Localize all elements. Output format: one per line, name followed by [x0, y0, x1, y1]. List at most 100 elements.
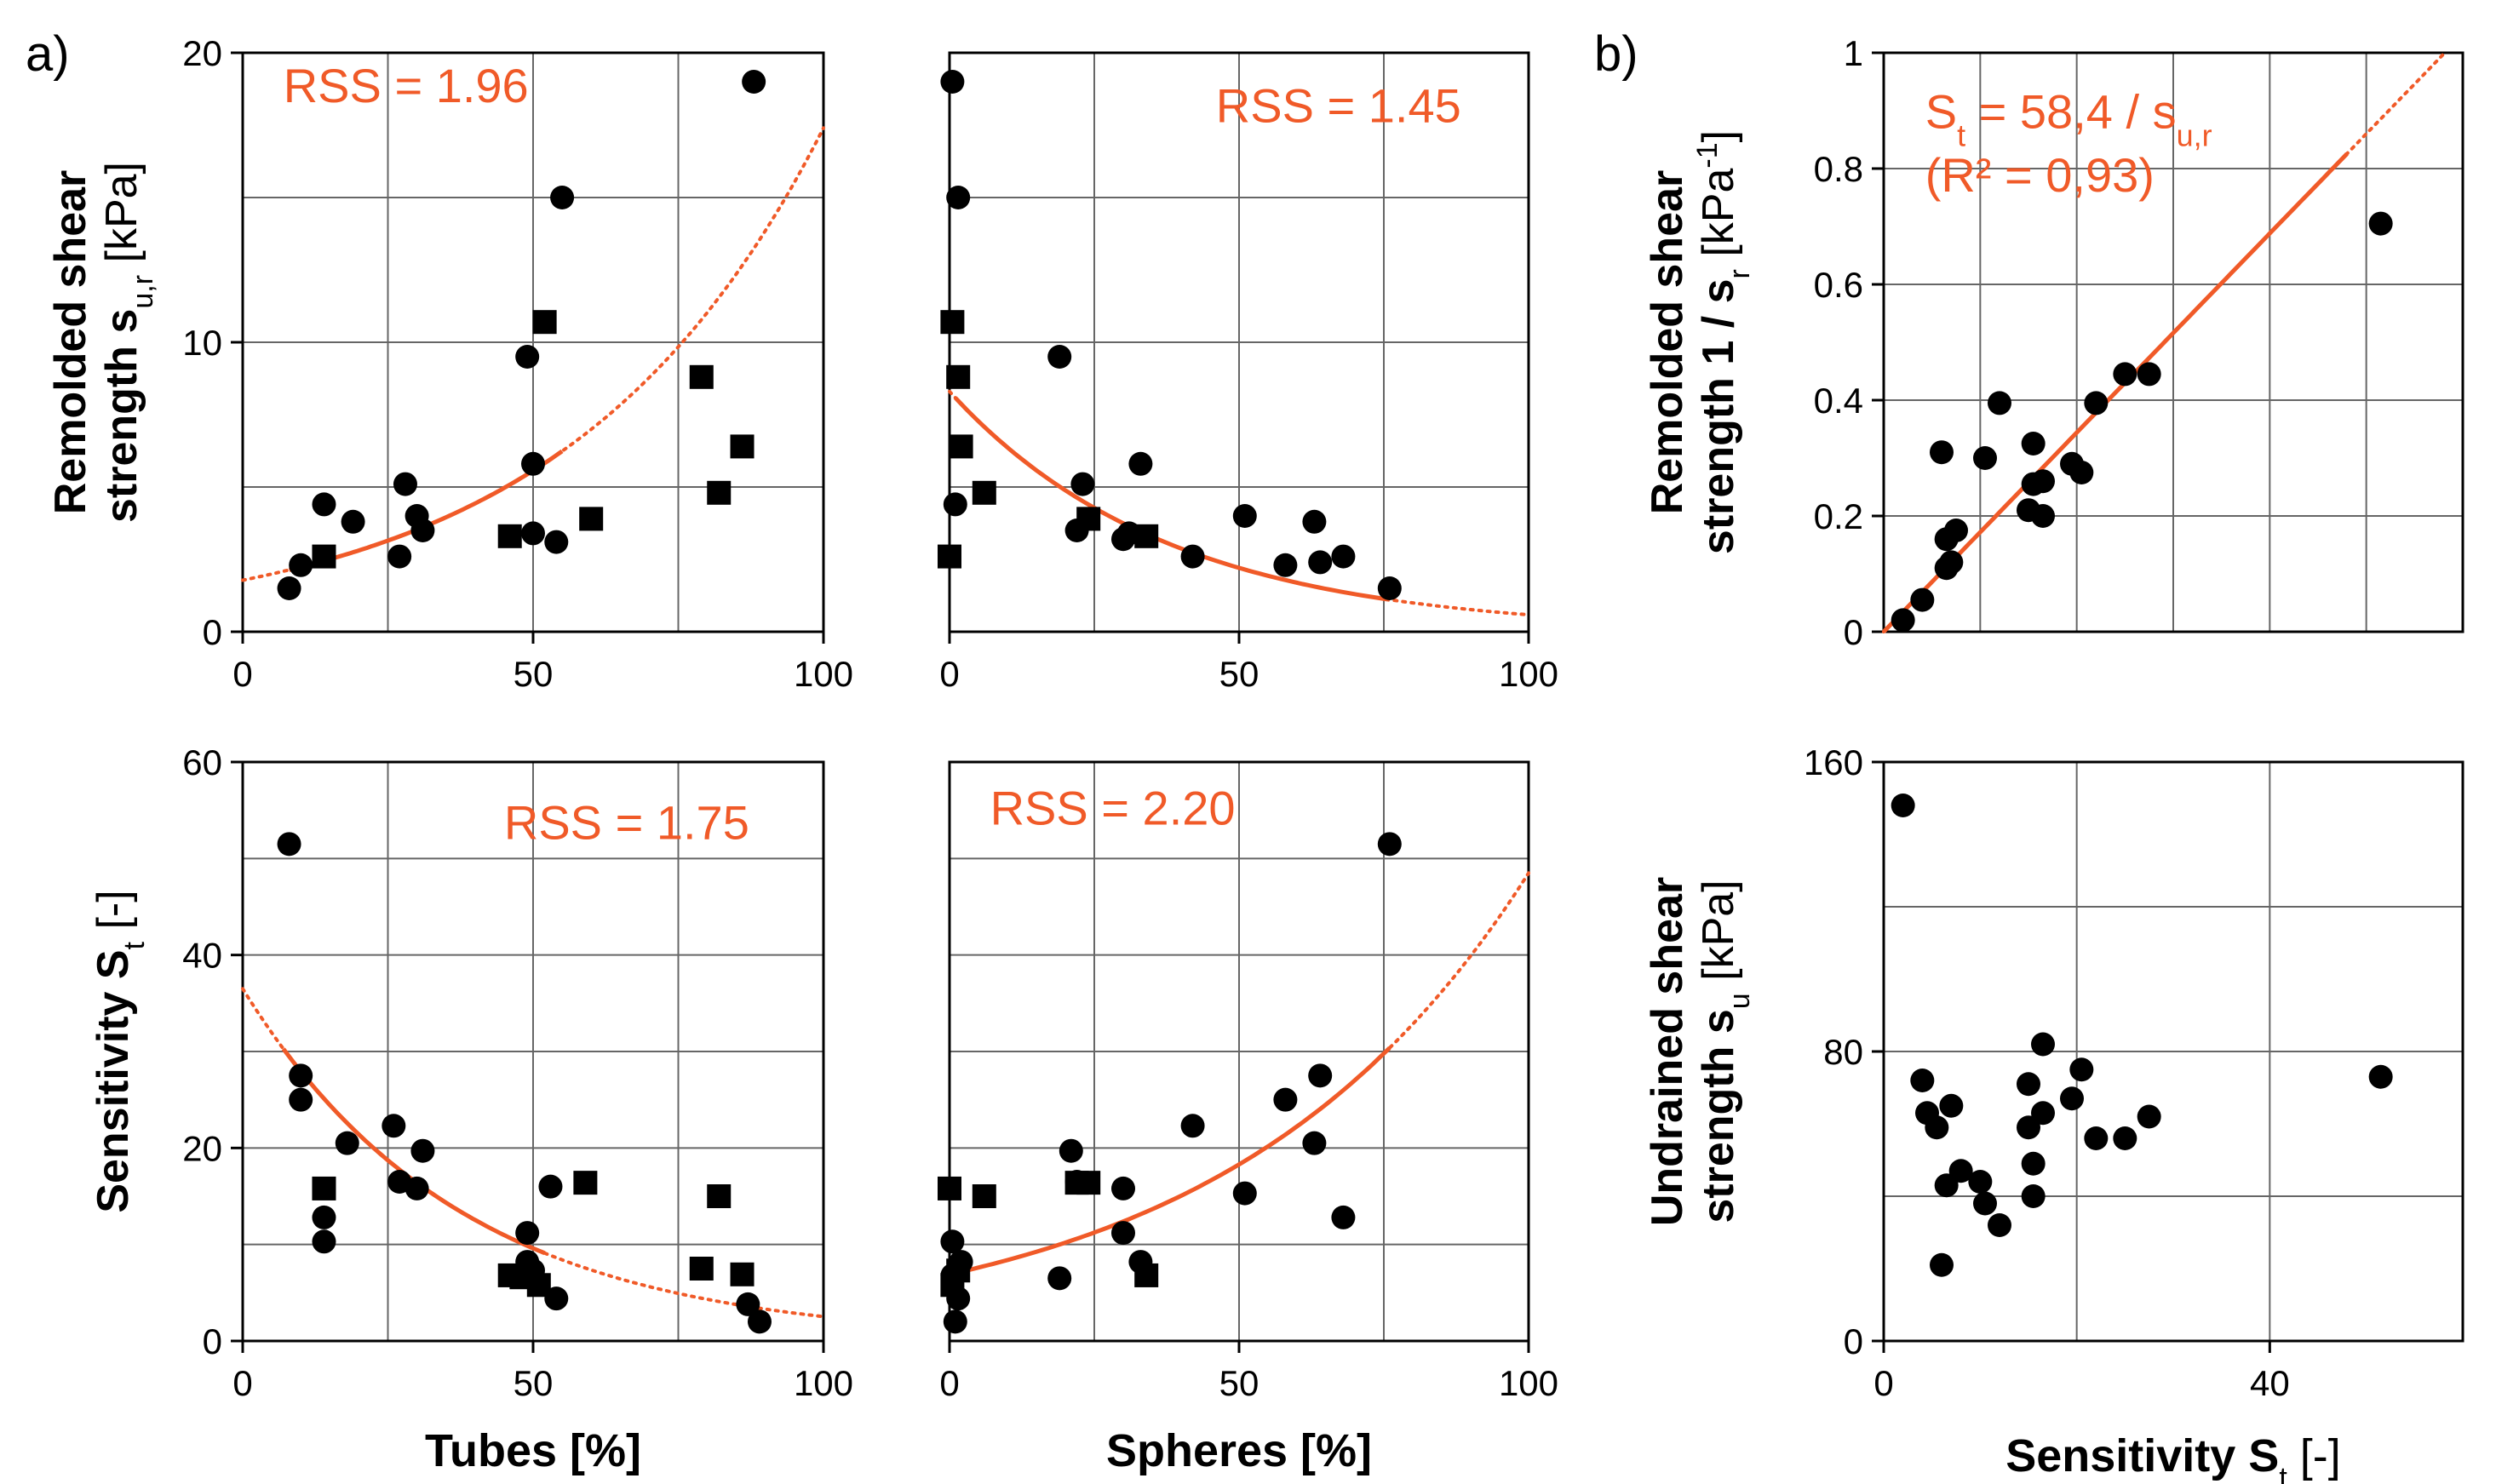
data-point-circle: [277, 832, 301, 857]
data-point-circle: [1070, 472, 1095, 496]
data-point-circle: [742, 70, 766, 94]
data-point-circle: [544, 530, 569, 554]
data-point-circle: [1273, 553, 1298, 577]
data-point-circle: [1910, 587, 1935, 612]
data-point-circle: [2084, 1126, 2109, 1150]
data-point-circle: [312, 492, 336, 517]
fit-curve: [953, 396, 1391, 602]
data-point-square: [707, 480, 732, 505]
x-tick-label: 0: [232, 654, 252, 694]
data-point-circle: [341, 509, 365, 534]
y-tick-label: 0.4: [1814, 381, 1863, 421]
annotation-text: (R² = 0,93): [1925, 148, 2155, 202]
data-point-circle: [943, 492, 967, 517]
data-point-circle: [515, 345, 540, 369]
x-tick-label: 100: [794, 654, 853, 694]
data-point-circle: [1059, 1138, 1083, 1163]
data-point-circle: [1973, 446, 1997, 470]
data-point-circle: [1111, 1176, 1135, 1200]
y-tick-label: 1: [1844, 33, 1863, 73]
data-point-circle: [2031, 1032, 2055, 1057]
data-point-circle: [1308, 1063, 1333, 1088]
fit-curve-extrapolated: [241, 987, 825, 1319]
y-tick-label: 20: [182, 33, 222, 73]
x-tick-label: 100: [794, 1363, 853, 1403]
data-point-circle: [1331, 1205, 1356, 1229]
x-ticks: 0 50 100: [232, 1341, 853, 1403]
data-point-circle: [2031, 504, 2055, 528]
fit-curve-extrapolated: [948, 871, 1530, 1276]
data-point-circle: [946, 186, 971, 209]
data-point-circle: [940, 70, 965, 94]
data-point-circle: [550, 186, 575, 209]
x-tick-label: 0: [1873, 1363, 1893, 1403]
data-point-circle: [1930, 440, 1954, 465]
x-axis-label: Sensitivity St [-]: [2005, 1430, 2341, 1484]
data-point-square: [579, 507, 604, 531]
y-ticks: 0 0.2 0.4 0.6 0.8 1: [1814, 33, 1884, 652]
data-point-circle: [1232, 1181, 1257, 1206]
x-tick-label: 40: [2250, 1363, 2290, 1403]
y-tick-label: 0.2: [1814, 496, 1863, 536]
data-point-circle: [2137, 362, 2161, 387]
data-point-circle: [387, 544, 412, 569]
data-point-circle: [521, 451, 545, 476]
chart-su-vs-st: 0 40 0 80 160 Sensitivity St [-] Undrained she…: [1643, 742, 2464, 1484]
data-point-circle: [1302, 509, 1327, 534]
fit-curve-extrapolated: [241, 126, 825, 582]
data-point-square: [946, 364, 971, 389]
grid: [950, 53, 1529, 632]
data-point-square: [497, 524, 522, 548]
y-tick-label: 10: [182, 323, 222, 363]
data-point-circle: [410, 519, 435, 542]
data-point-circle: [2368, 211, 2393, 236]
data-point-circle: [2069, 1057, 2094, 1082]
data-point-circle: [382, 1114, 406, 1138]
data-point-square: [938, 1176, 961, 1200]
data-point-circle: [289, 1063, 313, 1088]
y-axis-label: Sensitivity St [-]: [89, 890, 151, 1212]
data-point-square: [730, 434, 755, 459]
data-point-circle: [1930, 1252, 1954, 1277]
data-point-circle: [2017, 1072, 2040, 1097]
grid: [1884, 762, 2463, 1341]
grid: [1884, 53, 2463, 632]
data-point-square: [972, 480, 996, 505]
y-ticks: 0 80 160: [1804, 742, 1884, 1361]
data-point-circle: [1047, 1266, 1072, 1291]
data-point-circle: [1128, 451, 1153, 476]
data-point-circle: [1180, 544, 1205, 569]
fit-curve: [955, 1046, 1391, 1275]
annotation-text: RSS = 1.75: [504, 796, 749, 850]
series-circles: [277, 70, 766, 600]
x-axis-label: Spheres [%]: [1106, 1425, 1372, 1476]
data-point-square: [730, 1262, 755, 1286]
data-point-square: [689, 1257, 714, 1281]
x-ticks: 0 40: [1873, 1341, 2290, 1403]
x-tick-label: 50: [1219, 1363, 1259, 1403]
chart-spheres-sur: 0 50 100 RSS = 1.45: [938, 51, 1558, 694]
data-point-circle: [1988, 391, 2011, 415]
data-point-square: [938, 544, 961, 569]
series-circles: [1891, 211, 2393, 633]
x-tick-label: 100: [1499, 654, 1558, 694]
plot-frame: [1882, 51, 2464, 633]
data-point-square: [707, 1184, 732, 1208]
data-point-circle: [521, 521, 545, 546]
data-point-circle: [1891, 794, 1915, 817]
x-ticks: 0 50 100: [939, 1341, 1558, 1403]
panel-label-a: a): [26, 26, 70, 82]
y-tick-label: 0: [1844, 612, 1863, 652]
data-point-circle: [747, 1309, 772, 1334]
data-point-circle: [2368, 1064, 2393, 1089]
x-tick-label: 100: [1499, 1363, 1558, 1403]
data-point-circle: [1934, 1173, 1959, 1198]
data-point-circle: [1948, 1159, 1973, 1183]
series-circles: [1891, 794, 2393, 1277]
data-point-circle: [2137, 1104, 2161, 1129]
data-point-circle: [2031, 469, 2055, 494]
data-point-circle: [289, 553, 313, 577]
data-point-circle: [1273, 1087, 1298, 1112]
data-point-circle: [2113, 362, 2137, 387]
data-point-circle: [2084, 391, 2109, 415]
